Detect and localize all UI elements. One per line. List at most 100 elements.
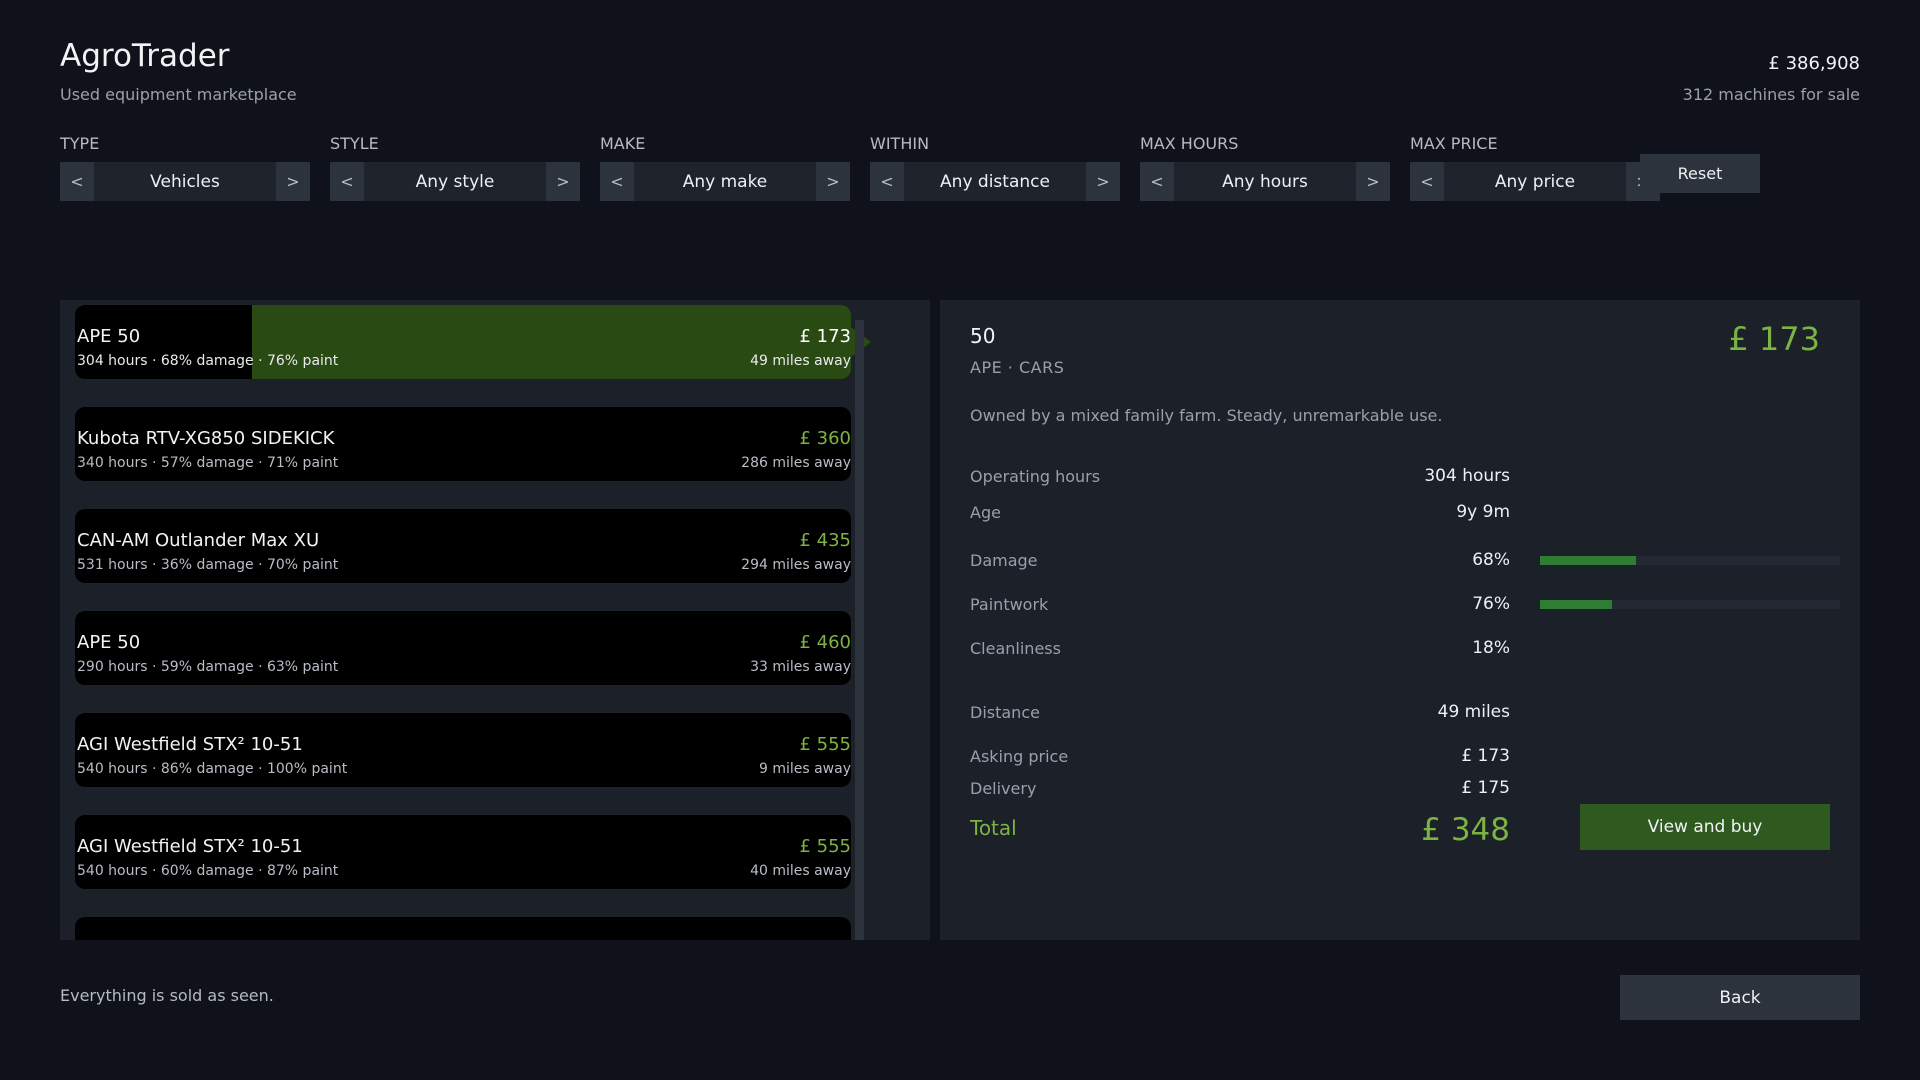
stat-value-delivery: £ 175 [1461, 778, 1510, 798]
total-label: Total [970, 816, 1017, 840]
listing-details: 540 hours · 60% damage · 87% paint [77, 863, 339, 879]
listing-price: £ 555 [799, 734, 851, 755]
filter-max-price: MAX PRICE < Any price > [1410, 133, 1660, 201]
filter-make: MAKE < Any make > [600, 133, 850, 201]
listing-price: £ 460 [799, 632, 851, 653]
next-arrow-icon[interactable]: > [1086, 162, 1120, 201]
listing-name: CAN-AM Outlander Max XU [77, 530, 320, 551]
balance: £ 386,908 [1768, 53, 1860, 74]
filter-max-hours: MAX HOURS < Any hours > [1140, 133, 1390, 201]
filter-within: WITHIN < Any distance > [870, 133, 1120, 201]
prev-arrow-icon[interactable]: < [1410, 162, 1444, 201]
detail-panel: 50 APE · CARS £ 173 Owned by a mixed fam… [940, 300, 1860, 940]
detail-title: 50 [970, 324, 996, 348]
listing-distance: 33 miles away [750, 659, 851, 675]
listing-details: 531 hours · 36% damage · 70% paint [77, 557, 339, 573]
filter-value: Any make [682, 171, 768, 192]
stat-value-distance: 49 miles [1437, 702, 1510, 722]
listing-item-partial[interactable] [75, 917, 851, 940]
prev-arrow-icon[interactable]: < [60, 162, 94, 201]
filter-control: < Any price > [1410, 162, 1660, 201]
prev-arrow-icon[interactable]: < [330, 162, 364, 201]
stat-label-damage: Damage [970, 551, 1038, 570]
stat-value-age: 9y 9m [1456, 502, 1510, 522]
total-value: £ 348 [1421, 812, 1510, 848]
listing-distance: 9 miles away [758, 761, 851, 777]
listing-price: £ 555 [799, 836, 851, 857]
stat-value-damage: 68% [1472, 550, 1510, 570]
footer-note: Everything is sold as seen. [60, 986, 274, 1005]
filter-label: TYPE [60, 134, 100, 153]
next-arrow-icon[interactable]: > [276, 162, 310, 201]
selection-highlight [252, 305, 851, 379]
next-arrow-icon[interactable]: > [816, 162, 850, 201]
filter-control: < Vehicles > [60, 162, 310, 201]
listing-details: 540 hours · 86% damage · 100% paint [77, 761, 348, 777]
stat-label-distance: Distance [970, 703, 1040, 722]
stat-label-paintwork: Paintwork [970, 595, 1049, 614]
listing-distance: 49 miles away [750, 353, 851, 369]
listing-name: APE 50 [77, 632, 141, 653]
filter-control: < Any distance > [870, 162, 1120, 201]
app-title: AgroTrader [60, 38, 230, 74]
listing-name: Kubota RTV-XG850 SIDEKICK [77, 428, 335, 449]
stat-label-delivery: Delivery [970, 779, 1037, 798]
listing-details: 290 hours · 59% damage · 63% paint [77, 659, 339, 675]
listing-item[interactable]: Kubota RTV-XG850 SIDEKICK 340 hours · 57… [75, 407, 851, 481]
filter-value: Any distance [940, 171, 1050, 192]
listing-name: AGI Westfield STX² 10-51 [77, 734, 303, 755]
stat-value-asking-price: £ 173 [1461, 746, 1510, 766]
filter-value: Any hours [1222, 171, 1308, 192]
listing-item[interactable]: AGI Westfield STX² 10-51 540 hours · 60%… [75, 815, 851, 889]
listing-price: £ 360 [799, 428, 851, 449]
damage-bar-fill [1540, 556, 1636, 565]
listing-price: £ 435 [799, 530, 851, 551]
filter-value: Any price [1494, 171, 1576, 192]
prev-arrow-icon[interactable]: < [600, 162, 634, 201]
listing-details: 304 hours · 68% damage · 76% paint [77, 353, 339, 369]
filter-control: < Any style > [330, 162, 580, 201]
machine-count: 312 machines for sale [1682, 85, 1860, 104]
listing-panel: APE 50 304 hours · 68% damage · 76% pain… [60, 300, 930, 940]
app-subtitle: Used equipment marketplace [60, 85, 297, 104]
reset-button[interactable]: Reset [1640, 154, 1760, 193]
listing-item-selected[interactable]: APE 50 304 hours · 68% damage · 76% pain… [75, 305, 871, 379]
detail-subtitle: APE · CARS [970, 358, 1065, 377]
listing-price: £ 173 [799, 326, 851, 347]
damage-bar [1540, 556, 1840, 565]
filter-value: Vehicles [150, 171, 220, 192]
listing-item[interactable]: APE 50 290 hours · 59% damage · 63% pain… [75, 611, 851, 685]
paintwork-bar [1540, 600, 1840, 609]
next-arrow-icon[interactable]: > [546, 162, 580, 201]
list-scrollbar[interactable] [855, 320, 864, 940]
listing-item[interactable]: CAN-AM Outlander Max XU 531 hours · 36% … [75, 509, 851, 583]
stat-label-age: Age [970, 503, 1001, 522]
detail-price: £ 173 [1728, 320, 1820, 358]
listing-distance: 294 miles away [741, 557, 851, 573]
listing-distance: 286 miles away [741, 455, 851, 471]
filter-style: STYLE < Any style > [330, 133, 580, 201]
listing-name: AGI Westfield STX² 10-51 [77, 836, 303, 857]
filter-control: < Any hours > [1140, 162, 1390, 201]
filter-value: Any style [415, 171, 495, 192]
stat-label-cleanliness: Cleanliness [970, 639, 1061, 658]
listing-item[interactable]: AGI Westfield STX² 10-51 540 hours · 86%… [75, 713, 851, 787]
filter-label: WITHIN [870, 134, 930, 153]
detail-description: Owned by a mixed family farm. Steady, un… [970, 406, 1443, 425]
view-and-buy-button[interactable]: View and buy [1580, 804, 1830, 850]
stat-label-asking-price: Asking price [970, 747, 1069, 766]
filter-label: STYLE [330, 134, 379, 153]
paintwork-bar-fill [1540, 600, 1612, 609]
back-button[interactable]: Back [1620, 975, 1860, 1020]
prev-arrow-icon[interactable]: < [870, 162, 904, 201]
filter-control: < Any make > [600, 162, 850, 201]
stat-value-hours: 304 hours [1424, 466, 1510, 486]
stat-label-hours: Operating hours [970, 467, 1101, 486]
stat-value-paintwork: 76% [1472, 594, 1510, 614]
stat-value-cleanliness: 18% [1472, 638, 1510, 658]
filter-type: TYPE < Vehicles > [60, 133, 310, 201]
listing-name: APE 50 [77, 326, 141, 347]
listing-details: 340 hours · 57% damage · 71% paint [77, 455, 339, 471]
next-arrow-icon[interactable]: > [1356, 162, 1390, 201]
prev-arrow-icon[interactable]: < [1140, 162, 1174, 201]
